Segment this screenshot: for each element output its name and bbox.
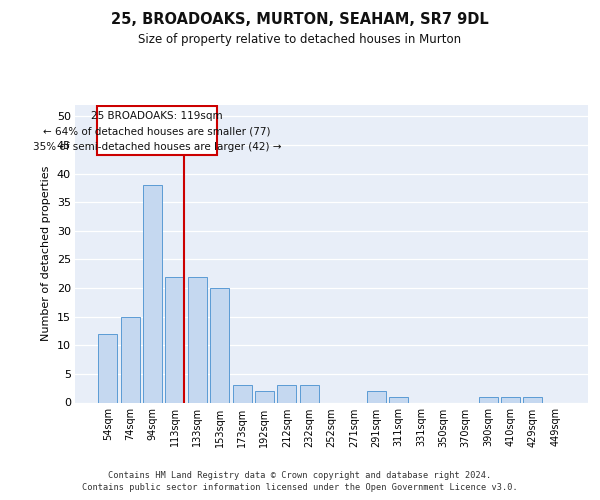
FancyBboxPatch shape — [97, 106, 217, 156]
Bar — [299, 386, 319, 402]
Bar — [479, 397, 497, 402]
Bar — [166, 276, 184, 402]
Bar — [277, 386, 296, 402]
Text: Size of property relative to detached houses in Murton: Size of property relative to detached ho… — [139, 32, 461, 46]
Y-axis label: Number of detached properties: Number of detached properties — [41, 166, 51, 342]
Bar — [501, 397, 520, 402]
Bar — [143, 185, 162, 402]
Bar — [210, 288, 229, 403]
Bar — [523, 397, 542, 402]
Bar — [255, 391, 274, 402]
Text: 25 BROADOAKS: 119sqm: 25 BROADOAKS: 119sqm — [91, 110, 223, 120]
Bar — [98, 334, 118, 402]
Text: ← 64% of detached houses are smaller (77): ← 64% of detached houses are smaller (77… — [43, 126, 271, 136]
Bar — [121, 316, 140, 402]
Text: Contains HM Land Registry data © Crown copyright and database right 2024.
Contai: Contains HM Land Registry data © Crown c… — [82, 471, 518, 492]
Text: 25, BROADOAKS, MURTON, SEAHAM, SR7 9DL: 25, BROADOAKS, MURTON, SEAHAM, SR7 9DL — [111, 12, 489, 28]
Bar — [233, 386, 251, 402]
Bar — [188, 276, 207, 402]
Bar — [367, 391, 386, 402]
Text: 35% of semi-detached houses are larger (42) →: 35% of semi-detached houses are larger (… — [32, 142, 281, 152]
Bar — [389, 397, 408, 402]
